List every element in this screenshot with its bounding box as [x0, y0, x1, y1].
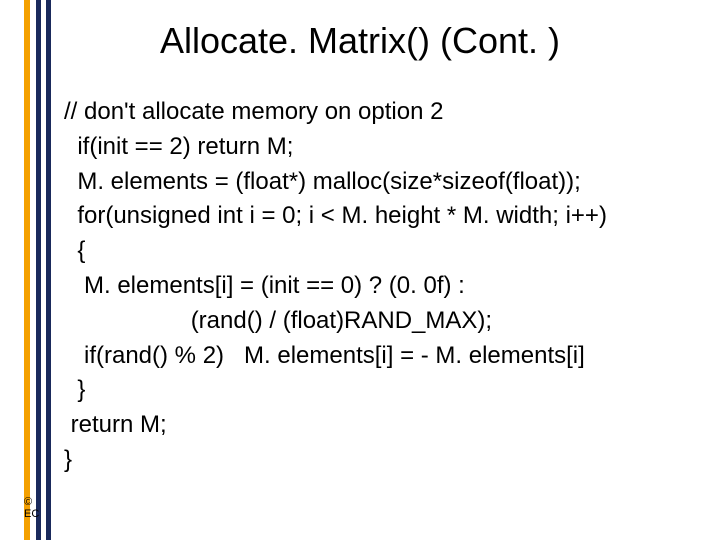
- slide-footer: © EC: [24, 496, 39, 520]
- accent-stripe-navy-1: [36, 0, 41, 540]
- footer-copyright: ©: [24, 496, 32, 508]
- slide-title: Allocate. Matrix() (Cont. ): [0, 20, 720, 62]
- footer-label: EC: [24, 508, 39, 520]
- slide-code-block: // don't allocate memory on option 2 if(…: [64, 95, 704, 478]
- accent-stripe-navy-2: [46, 0, 51, 540]
- accent-stripe-orange: [24, 0, 30, 540]
